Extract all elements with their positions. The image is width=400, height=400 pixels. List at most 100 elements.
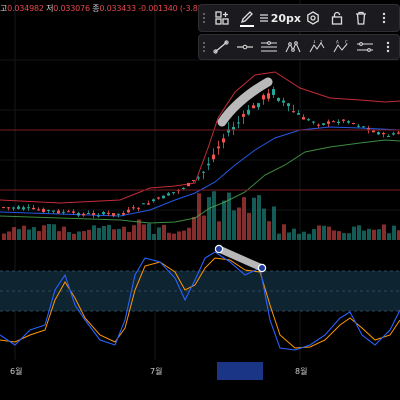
volume-bar — [392, 225, 396, 240]
volume-bar — [337, 231, 341, 240]
candle-body — [82, 213, 85, 216]
candle-body — [257, 103, 260, 108]
lock-icon[interactable] — [325, 5, 349, 31]
candle-body — [342, 119, 345, 121]
trash-icon[interactable] — [349, 5, 373, 31]
volume-bar — [212, 191, 216, 240]
volume-bar — [357, 225, 361, 240]
low-value: 0.033076 — [53, 4, 90, 13]
volume-bar — [72, 233, 76, 240]
volume-bar — [27, 229, 31, 240]
volume-bar — [252, 197, 256, 240]
candle-body — [242, 113, 245, 117]
volume-bar — [232, 210, 236, 240]
stoch-d-line — [0, 257, 400, 349]
volume-bar — [242, 197, 246, 240]
volume-bar — [127, 231, 131, 240]
horizontal-line-tool-icon[interactable] — [233, 35, 257, 59]
candle-body — [87, 212, 90, 214]
candle-body — [92, 213, 95, 216]
candle-body — [132, 207, 135, 209]
volume-bar — [382, 224, 386, 240]
candle-body — [232, 127, 235, 130]
candle-body — [377, 132, 380, 135]
x-axis-label-jul: 7월 — [150, 367, 163, 376]
candle-body — [57, 210, 60, 214]
drag-handle-icon[interactable] — [199, 35, 209, 59]
volume-bar — [132, 225, 136, 240]
user-drawings[interactable] — [214, 77, 273, 273]
candle-body — [362, 126, 365, 128]
bollinger-lower-line — [0, 139, 400, 224]
volume-bar — [267, 221, 271, 240]
volume-bar — [247, 212, 251, 240]
price-level-lines — [0, 129, 400, 191]
highlighter-stroke — [217, 77, 273, 127]
candle-body — [322, 123, 325, 125]
volume-bar — [372, 229, 376, 240]
volume-bar — [67, 232, 71, 240]
bollinger-upper-line — [0, 71, 400, 204]
candle-body — [352, 123, 355, 125]
stroke-size-button[interactable]: 20px — [259, 5, 301, 31]
candle-body — [137, 207, 140, 209]
svg-text:A: A — [336, 40, 339, 45]
volume-bar — [302, 231, 306, 240]
volume-bar — [387, 233, 391, 240]
volume-bar — [182, 230, 186, 240]
shapes-icon[interactable] — [209, 5, 235, 31]
more-tools-icon[interactable] — [377, 35, 399, 59]
volume-bar — [282, 224, 286, 240]
volume-bar — [227, 192, 231, 240]
drawing-properties-toolbar: 20px — [198, 4, 400, 32]
volume-bar — [177, 231, 181, 240]
candle-body — [392, 133, 395, 135]
candle-body — [307, 119, 310, 121]
pattern-tool-icon[interactable] — [281, 35, 305, 59]
settings-icon[interactable] — [301, 5, 325, 31]
drag-handle-icon[interactable] — [199, 5, 209, 31]
candle-body — [337, 121, 340, 123]
volume-bar — [397, 230, 400, 240]
volume-bar — [162, 224, 166, 240]
low-label: 저 — [46, 4, 54, 13]
bollinger-bands — [0, 71, 400, 224]
volume-bar — [257, 195, 261, 240]
more-icon[interactable] — [373, 5, 395, 31]
candle-body — [367, 128, 370, 131]
measure-tool-icon[interactable] — [353, 35, 377, 59]
candle-body — [117, 213, 120, 215]
candle-body — [7, 207, 10, 209]
x-axis-label-jun: 6월 — [10, 367, 23, 376]
trendline-tool-icon[interactable] — [209, 35, 233, 59]
volume-bar — [32, 227, 36, 240]
candle-body — [192, 180, 195, 182]
volume-bar — [107, 224, 111, 240]
candle-body — [197, 177, 200, 179]
candle-body — [227, 129, 230, 133]
volume-bar — [57, 231, 61, 240]
change-value: -0.001340 (-3.85% — [138, 4, 210, 13]
color-swatch — [240, 24, 254, 27]
candle-body — [302, 117, 305, 120]
volume-bar — [237, 207, 241, 240]
candle-body — [122, 213, 125, 215]
candle-body — [32, 207, 35, 210]
moving-average-line — [0, 126, 400, 217]
volume-bar — [342, 233, 346, 240]
channel-tool-icon[interactable] — [257, 35, 281, 59]
pen-icon — [240, 10, 253, 23]
candle-body — [262, 95, 265, 100]
time-range-highlight — [217, 362, 263, 380]
volume-bar — [42, 225, 46, 240]
svg-text:C: C — [345, 40, 348, 45]
volume-bar — [332, 230, 336, 240]
candle-body — [102, 212, 105, 215]
candle-body — [292, 111, 295, 113]
pen-color-button[interactable] — [235, 5, 259, 31]
close-value: 0.033433 — [99, 4, 136, 13]
